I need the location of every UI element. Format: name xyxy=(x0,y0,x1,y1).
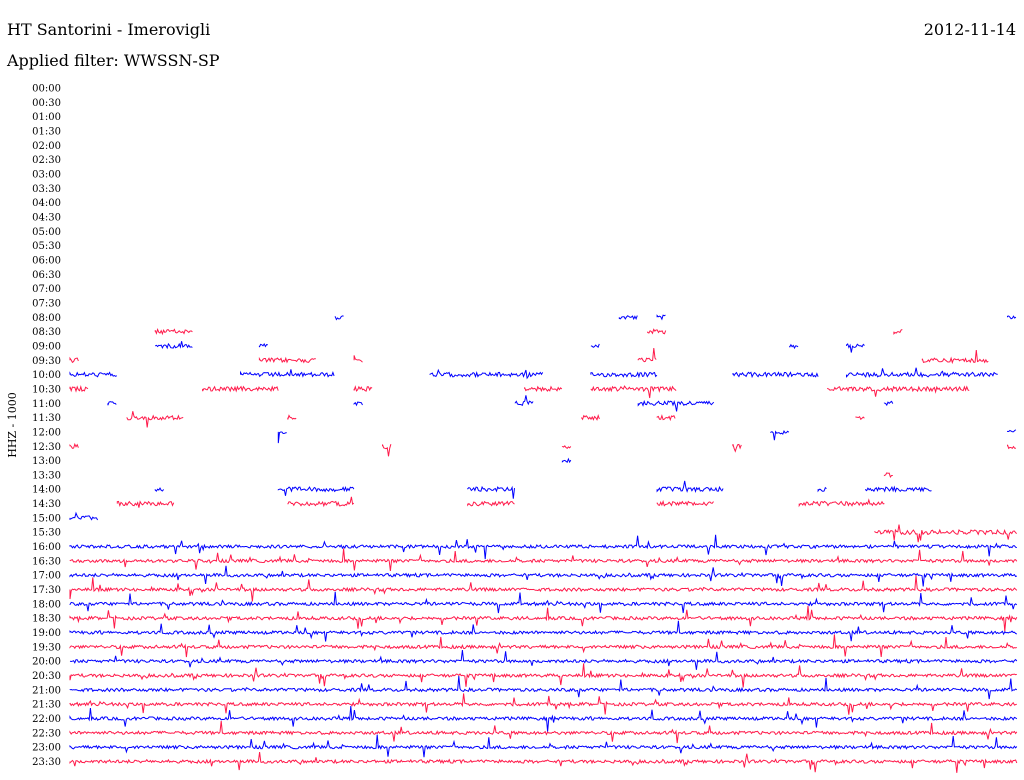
trace-row-1830 xyxy=(69,605,1018,632)
trace-row-2030 xyxy=(69,663,1017,688)
time-tick-label: 17:30 xyxy=(32,585,61,596)
trace-row-1330 xyxy=(883,472,893,479)
filter-label: Applied filter: WWSSN-SP xyxy=(7,51,220,70)
time-tick-label: 13:30 xyxy=(32,470,61,481)
time-tick-label: 16:30 xyxy=(32,556,61,567)
y-axis-label: HHZ - 1000 xyxy=(6,392,19,458)
time-tick-label: 01:30 xyxy=(32,126,61,137)
trace-row-2000 xyxy=(69,650,1018,670)
time-tick-label: 00:00 xyxy=(32,84,61,95)
time-tick-label: 09:30 xyxy=(32,356,61,367)
time-tick-label: 07:00 xyxy=(32,284,61,295)
time-tick-label: 21:00 xyxy=(32,685,61,696)
time-tick-label: 11:00 xyxy=(32,399,61,410)
time-tick-label: 21:30 xyxy=(32,700,61,711)
time-tick-label: 04:00 xyxy=(32,198,61,209)
time-tick-label: 02:30 xyxy=(32,155,61,166)
time-tick-label: 23:30 xyxy=(32,757,61,768)
time-tick-label: 22:30 xyxy=(32,728,61,739)
time-tick-label: 14:30 xyxy=(32,499,61,510)
time-tick-label: 08:30 xyxy=(32,327,61,338)
time-tick-label: 18:30 xyxy=(32,614,61,625)
trace-row-1900 xyxy=(69,620,1017,642)
time-tick-label: 13:00 xyxy=(32,456,61,467)
time-tick-label: 05:30 xyxy=(32,241,61,252)
time-tick-label: 12:00 xyxy=(32,427,61,438)
date-label: 2012-11-14 xyxy=(923,20,1016,39)
trace-row-1530 xyxy=(874,524,1017,543)
time-tick-label: 03:00 xyxy=(32,169,61,180)
trace-row-2200 xyxy=(69,706,1018,732)
trace-row-1230 xyxy=(69,442,1016,457)
trace-row-2330 xyxy=(69,752,1018,773)
time-tick-label: 23:00 xyxy=(32,743,61,754)
trace-row-2100 xyxy=(69,676,1018,700)
time-tick-label: 12:30 xyxy=(32,442,61,453)
trace-row-1100 xyxy=(107,395,894,412)
time-tick-label: 06:30 xyxy=(32,270,61,281)
time-tick-label: 08:00 xyxy=(32,313,61,324)
time-tick-label: 02:00 xyxy=(32,141,61,152)
time-tick-label: 19:00 xyxy=(32,628,61,639)
station-title: HT Santorini - Imerovigli xyxy=(7,20,211,39)
trace-row-0800 xyxy=(334,314,1017,321)
time-tick-label: 04:30 xyxy=(32,212,61,223)
trace-row-1300 xyxy=(561,457,572,464)
time-tick-label: 20:00 xyxy=(32,657,61,668)
trace-row-1800 xyxy=(69,591,1018,614)
trace-row-1630 xyxy=(69,548,1018,572)
trace-row-1930 xyxy=(69,634,1017,658)
time-tick-label: 11:30 xyxy=(32,413,61,424)
time-tick-label: 03:30 xyxy=(32,184,61,195)
trace-row-2300 xyxy=(69,734,1018,758)
y-tick-labels: 00:00 00:30 01:00 01:30 02:00 02:30 03:00 03:30… xyxy=(32,84,61,769)
trace-row-1130 xyxy=(126,411,865,428)
time-tick-label: 00:30 xyxy=(32,98,61,109)
time-tick-label: 05:00 xyxy=(32,227,61,238)
time-tick-label: 06:00 xyxy=(32,255,61,266)
trace-row-0830 xyxy=(154,328,903,336)
time-tick-label: 20:30 xyxy=(32,671,61,682)
time-tick-label: 15:00 xyxy=(32,513,61,524)
trace-row-1600 xyxy=(69,534,1017,560)
time-tick-label: 22:00 xyxy=(32,714,61,725)
time-tick-label: 17:00 xyxy=(32,571,61,582)
time-tick-label: 19:30 xyxy=(32,642,61,653)
trace-row-1030 xyxy=(69,385,970,399)
trace-row-2130 xyxy=(69,693,1017,715)
time-tick-label: 10:30 xyxy=(32,384,61,395)
trace-layer xyxy=(69,314,1018,773)
time-tick-label: 14:00 xyxy=(32,485,61,496)
trace-row-0930 xyxy=(69,347,989,365)
time-tick-label: 18:00 xyxy=(32,599,61,610)
trace-row-1400 xyxy=(154,480,932,499)
time-tick-label: 16:00 xyxy=(32,542,61,553)
trace-row-1000 xyxy=(69,367,998,380)
trace-row-1200 xyxy=(277,429,1017,444)
trace-row-1700 xyxy=(69,565,1017,587)
time-tick-label: 07:30 xyxy=(32,298,61,309)
time-tick-label: 15:30 xyxy=(32,528,61,539)
trace-row-1500 xyxy=(69,511,99,521)
time-tick-label: 10:00 xyxy=(32,370,61,381)
trace-row-1730 xyxy=(69,575,1018,602)
trace-row-0900 xyxy=(154,341,865,353)
time-tick-label: 09:00 xyxy=(32,341,61,352)
trace-row-1430 xyxy=(116,496,885,508)
time-tick-label: 01:00 xyxy=(32,112,61,123)
trace-row-2230 xyxy=(69,721,1018,744)
